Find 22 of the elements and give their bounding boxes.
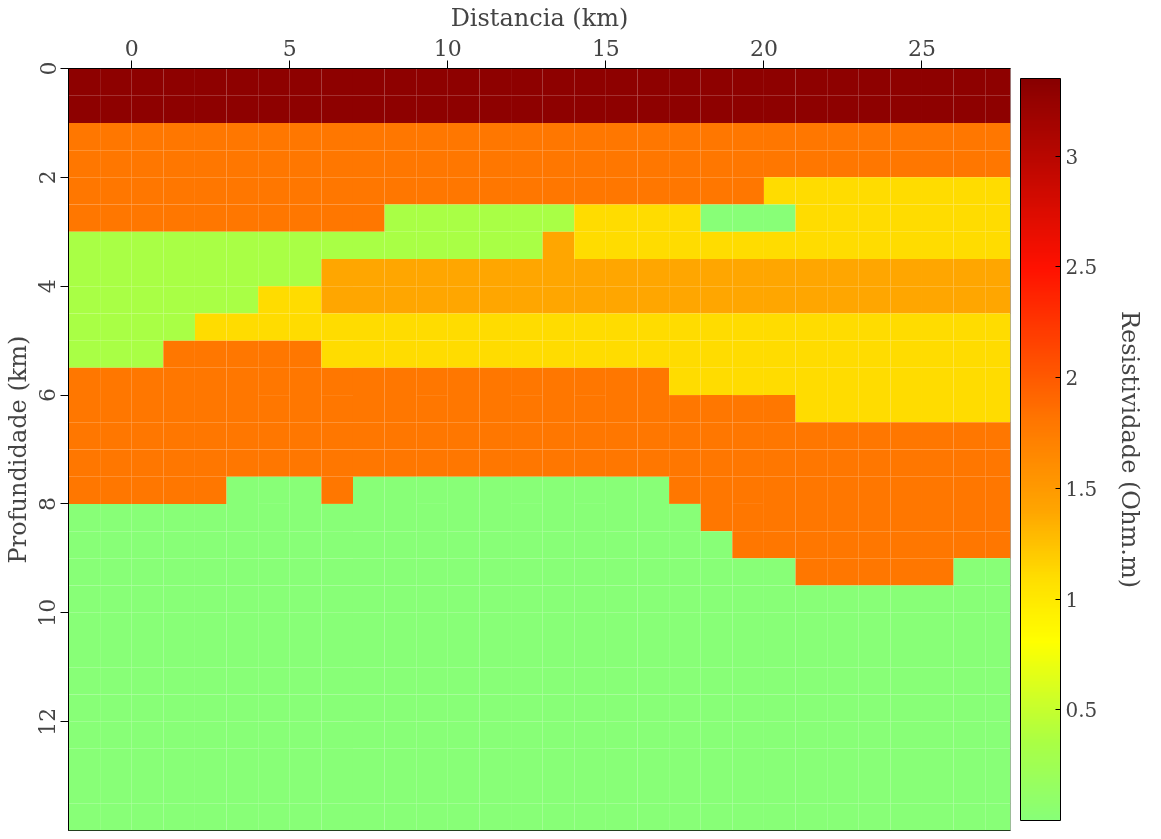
y-tick-label: 6 xyxy=(35,388,61,403)
x-axis-title: Distancia (km) xyxy=(450,3,629,32)
color-bar-label: 3 xyxy=(1065,144,1079,169)
color-bar-label: 2 xyxy=(1065,366,1079,391)
color-bar-title: Resistividade (Ohm.m) xyxy=(1115,311,1144,589)
color-bar-label: 2.5 xyxy=(1065,255,1098,280)
x-tick-label: 5 xyxy=(282,35,297,61)
y-tick-label: 12 xyxy=(35,707,61,736)
y-tick-label: 10 xyxy=(35,598,61,627)
x-tick-label: 0 xyxy=(124,35,139,61)
color-bar-label: 0.5 xyxy=(1065,698,1098,723)
y-tick-label: 4 xyxy=(35,279,61,294)
y-tick-label: 2 xyxy=(35,170,61,185)
y-tick-label: 8 xyxy=(35,496,61,511)
color-bar-label: 1.5 xyxy=(1065,476,1098,501)
x-tick-label: 25 xyxy=(907,35,936,61)
y-axis-title: Profundidade (km) xyxy=(3,335,32,564)
x-tick-label: 15 xyxy=(591,35,620,61)
x-tick-label: 20 xyxy=(749,35,778,61)
color-bar-label: 1 xyxy=(1065,587,1079,612)
y-tick-label: 0 xyxy=(35,61,61,76)
x-tick-label: 10 xyxy=(433,35,462,61)
